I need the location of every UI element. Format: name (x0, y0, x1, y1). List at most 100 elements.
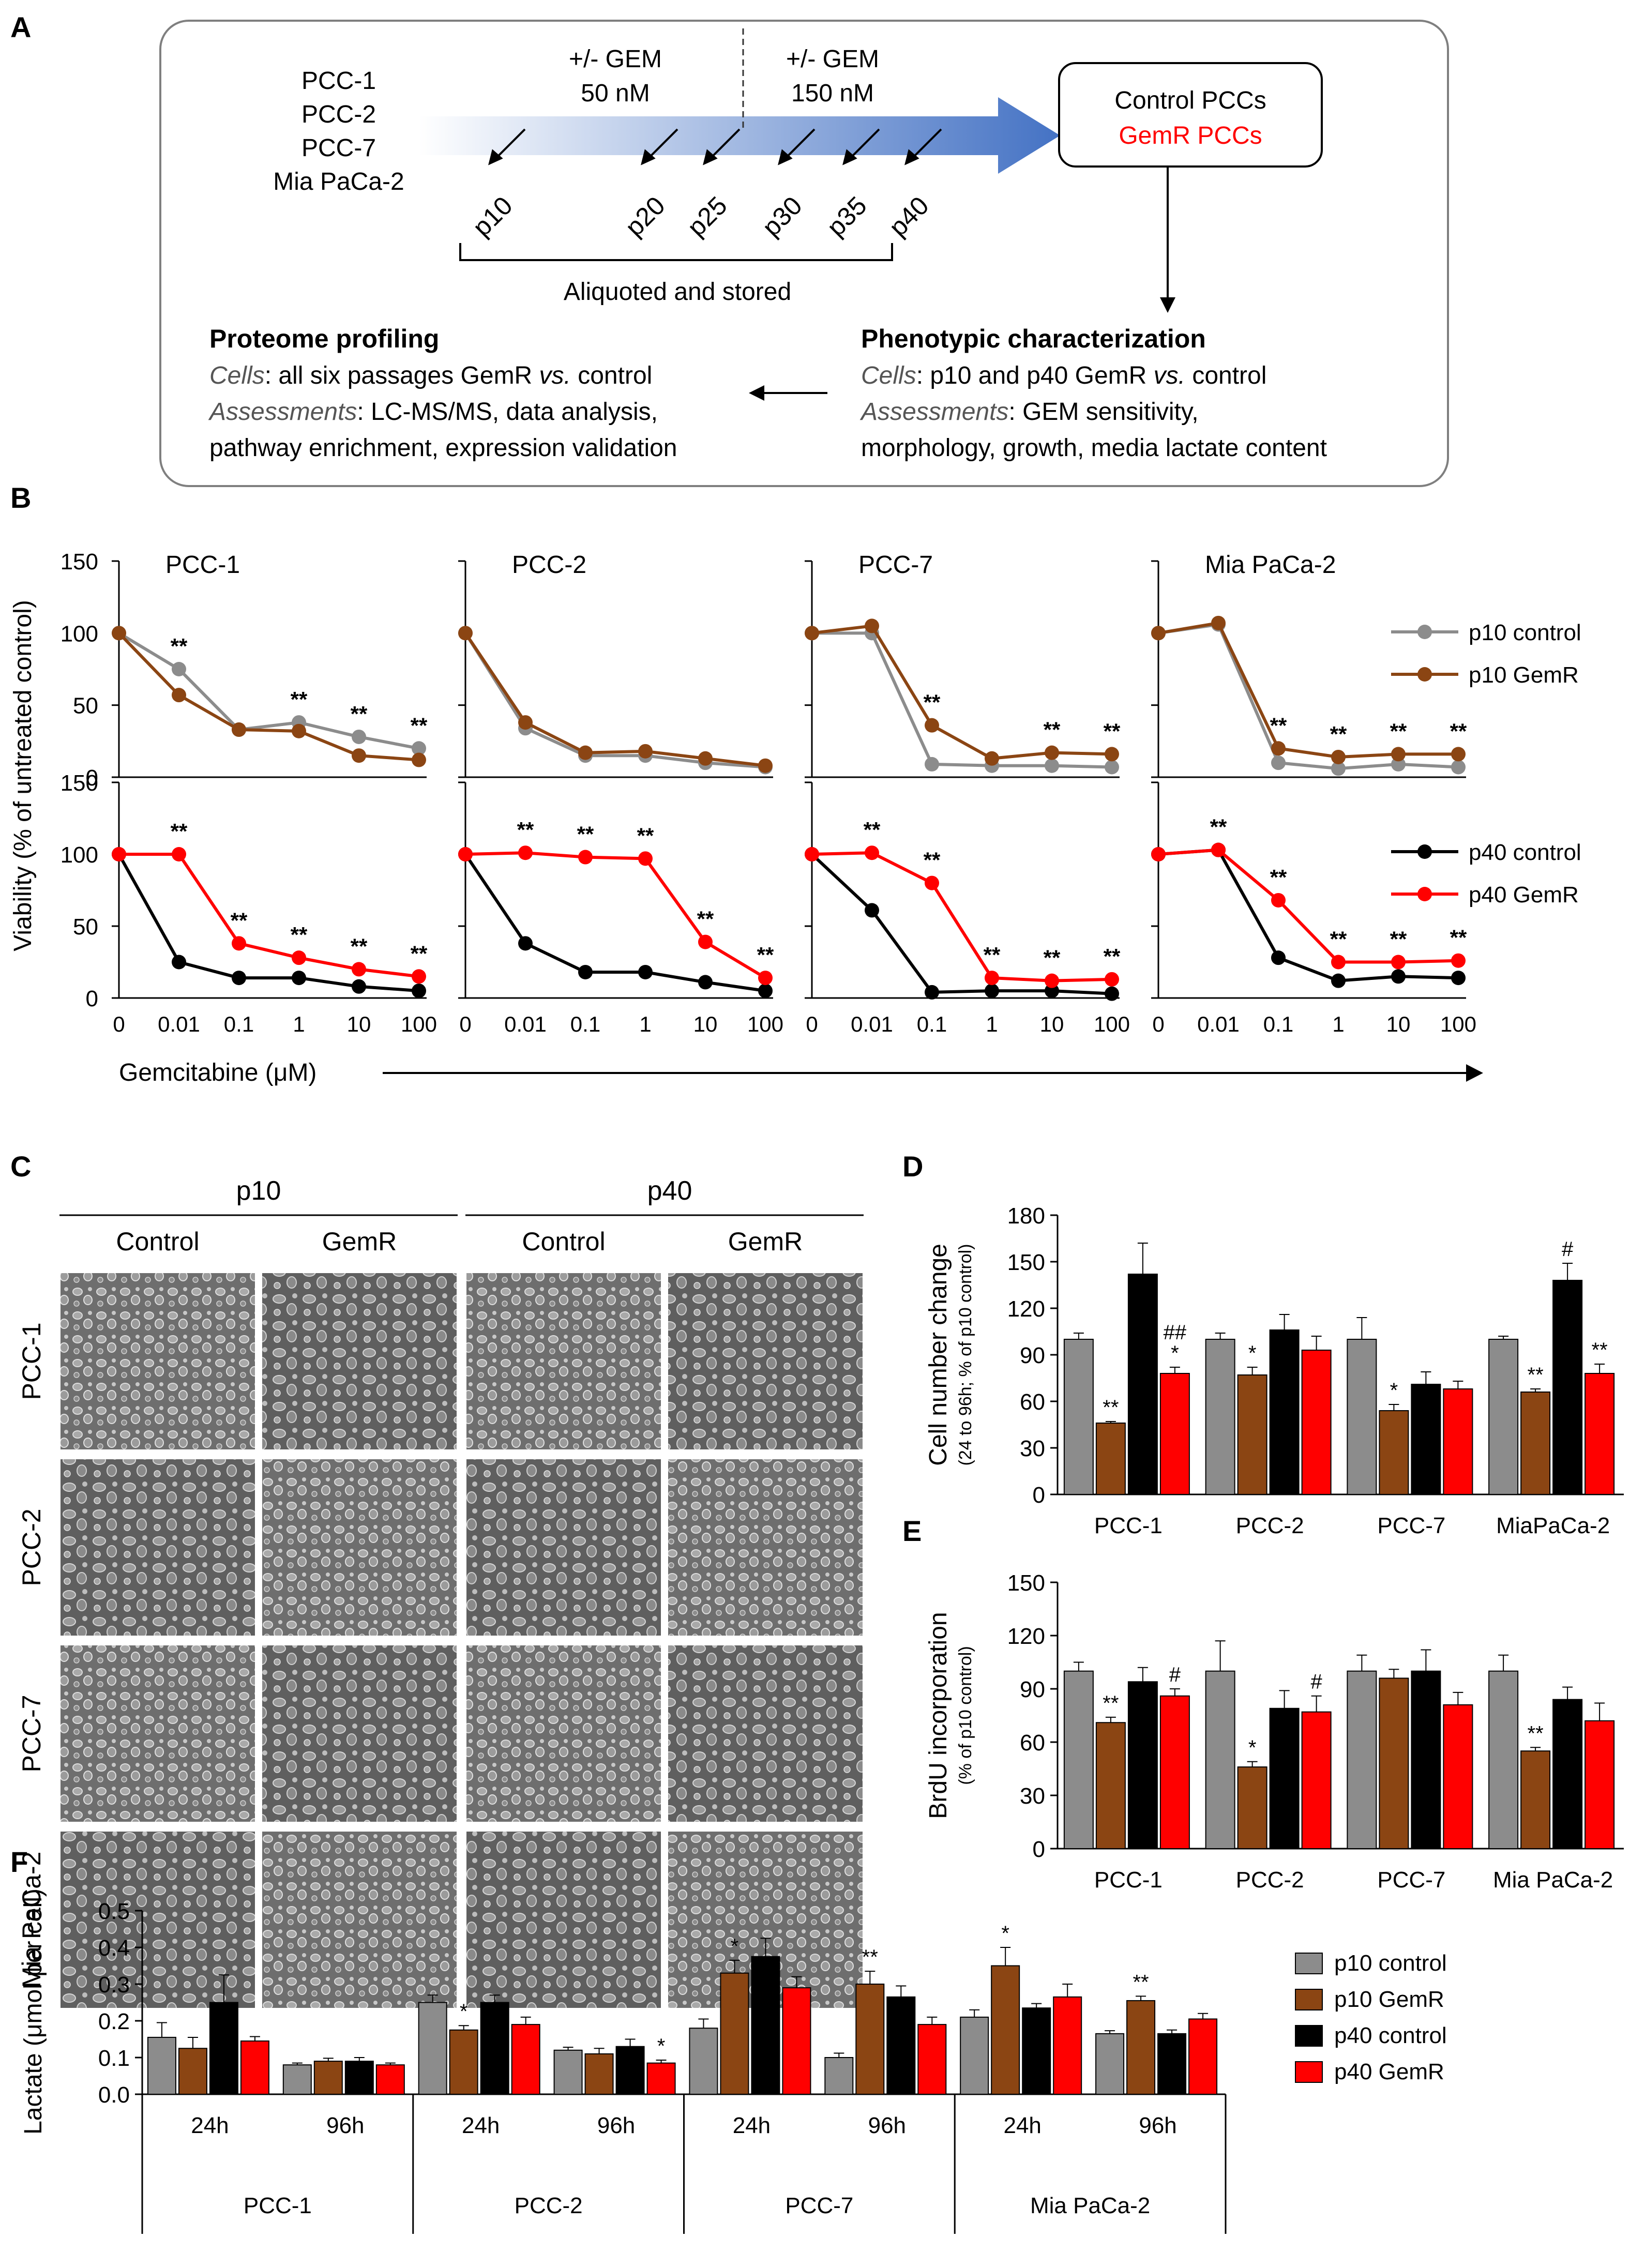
b-point-p40-control (1451, 971, 1466, 986)
left-arrow-head (749, 385, 764, 401)
b-series-line-p40-control (810, 853, 1112, 995)
b-significance: ** (231, 908, 248, 932)
panel-d-category-label: PCC-2 (1236, 1513, 1304, 1538)
b-panel-title: PCC-7 (858, 551, 933, 579)
panel-e-significance: # (1169, 1664, 1181, 1686)
phenotypic-assess-text: : GEM sensitivity, (1008, 398, 1198, 426)
proteome-assess-label: Assessments (208, 398, 357, 426)
b-ylabel: Viability (% of untreated control) (9, 600, 37, 951)
phenotypic-cells-line: Cells: p10 and p40 GemR vs. control (861, 362, 1266, 389)
f-bar-p40-control (209, 2002, 238, 2095)
f-ytick-label: 0.0 (98, 2082, 130, 2108)
b-series-line-p10-control (464, 632, 766, 769)
b-legend-label: p40 control (1469, 840, 1581, 865)
b-point-p10-gemr (518, 715, 533, 730)
b-series-line-p40-control (464, 853, 766, 993)
panel-e-significance: # (1311, 1671, 1323, 1694)
f-bar-p10-gemr (313, 2061, 343, 2095)
b-point-p10-gemr (578, 745, 593, 760)
b-point-p40-control (638, 964, 653, 979)
f-bar-p10-gemr (178, 2048, 207, 2095)
panel-e-bar-p40-gemr (1443, 1704, 1473, 1849)
b-series-line-p10-gemr (811, 624, 1112, 760)
b-significance: ** (351, 934, 368, 958)
b-significance: ** (411, 713, 428, 737)
panel-d-significance: ## (1164, 1321, 1187, 1344)
b-legend-marker (1417, 667, 1432, 682)
c-micrograph-image (464, 1457, 663, 1638)
f-timepoint-label: 24h (462, 2113, 500, 2138)
b-significance: ** (757, 943, 774, 967)
b-ytick-label: 50 (73, 914, 98, 940)
b-panel-title: PCC-2 (512, 551, 586, 579)
b-point-p10-gemr (1331, 749, 1346, 764)
panel-e-bar-p10-gemr (1237, 1766, 1267, 1849)
phenotypic-assess-line: Assessments: GEM sensitivity, (859, 398, 1199, 426)
panel-e-bar-p10-gemr (1095, 1722, 1126, 1850)
f-legend-swatch (1295, 1953, 1323, 1974)
f-ytick-label: 0.3 (98, 1972, 130, 1998)
b-ytick-label: 0 (86, 765, 98, 791)
b-point-p40-gemr (172, 847, 186, 861)
panel-e-bar-p10-control (1063, 1670, 1094, 1850)
panel-d-bar-p40-gemr (1301, 1350, 1332, 1495)
c-micrograph-image (260, 1643, 459, 1824)
b-xtick-label: 0.1 (1263, 1012, 1293, 1036)
b-point-p10-gemr (172, 688, 186, 703)
b-point-p10-control (925, 757, 939, 772)
b-ytick-label: 150 (61, 549, 98, 574)
panel-e-ytick-label: 0 (1033, 1837, 1045, 1862)
f-bar-p40-control (751, 1956, 780, 2095)
c-micrograph-image (260, 1271, 459, 1451)
b-point-p40-control (1271, 950, 1286, 965)
f-ytick-label: 0.2 (98, 2009, 130, 2034)
b-significance: ** (1210, 815, 1227, 839)
phenotypic-assess-label: Assessments (859, 398, 1008, 426)
b-point-p10-control (1105, 760, 1119, 775)
f-bar-p10-gemr (584, 2053, 614, 2095)
c-micrograph-image (58, 1457, 257, 1638)
panel-label-f: F (10, 1846, 28, 1878)
f-bar-p10-gemr (720, 1972, 749, 2095)
b-significance: ** (924, 690, 941, 715)
panel-d-bar-p10-control (1205, 1339, 1235, 1495)
f-bar-p10-gemr (855, 1984, 885, 2095)
b-significance: ** (637, 823, 654, 848)
gem-low-line2: 50 nM (581, 80, 650, 107)
b-point-p40-gemr (232, 936, 246, 951)
panel-label-d: D (902, 1150, 923, 1183)
passage-arrow-head (904, 149, 919, 165)
b-significance: ** (1330, 927, 1347, 951)
b-series-line-p40-gemr (465, 851, 766, 979)
proteome-cells-tail: control (571, 362, 652, 389)
f-significance: * (1001, 1922, 1009, 1945)
b-xtick-label: 0 (113, 1012, 125, 1036)
b-xtick-label: 10 (347, 1012, 371, 1036)
phenotypic-cells-label: Cells (861, 362, 916, 389)
panel-d-significance: * (1248, 1342, 1257, 1365)
b-point-p10-gemr (1451, 747, 1466, 762)
b-significance: ** (1270, 865, 1287, 889)
c-micrograph-image (58, 1643, 257, 1824)
b-point-p10-gemr (232, 722, 246, 737)
panel-d-significance: ** (1528, 1364, 1544, 1386)
b-significance: ** (171, 819, 188, 843)
panel-d-ytick-label: 30 (1020, 1436, 1045, 1461)
panel-e-significance: ** (1103, 1692, 1119, 1715)
panel-label-e: E (902, 1515, 922, 1547)
b-significance: ** (1450, 926, 1467, 950)
c-condition-header: GemR (322, 1227, 397, 1256)
b-point-p10-gemr (638, 744, 653, 759)
f-legend-label: p40 GemR (1334, 2059, 1444, 2084)
b-point-p10-control (1271, 755, 1286, 770)
b-legend-label: p10 control (1469, 620, 1581, 645)
panel-d-ytick-label: 90 (1020, 1343, 1045, 1368)
b-point-p10-gemr (1105, 747, 1119, 762)
b-xtick-label: 0.01 (158, 1012, 200, 1036)
c-micrograph-image (464, 1829, 663, 2010)
c-condition-header: GemR (728, 1227, 803, 1256)
panel-e-bar-p40-gemr (1159, 1695, 1190, 1850)
proteome-assess-text: : LC-MS/MS, data analysis, (357, 398, 658, 426)
panel-e-bar-p10-gemr (1520, 1750, 1551, 1850)
b-ytick-label: 0 (86, 986, 98, 1011)
